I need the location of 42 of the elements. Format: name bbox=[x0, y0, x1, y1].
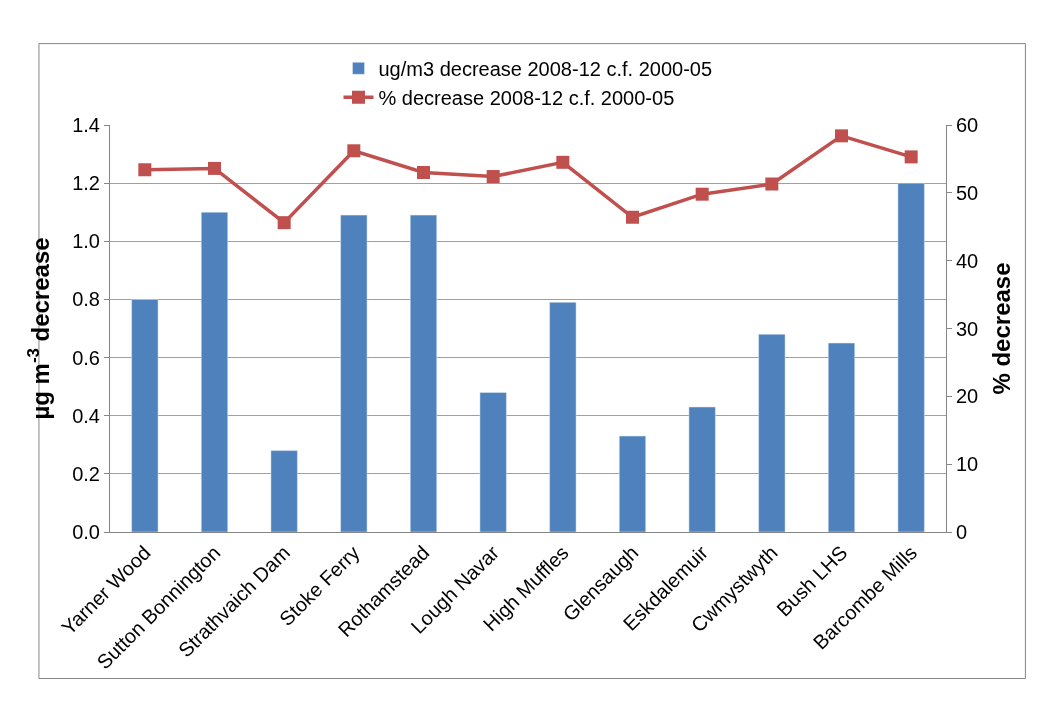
bar bbox=[340, 214, 368, 532]
y2-tick-label: 30 bbox=[956, 317, 979, 340]
bar bbox=[758, 334, 786, 532]
y2-tick-label: 20 bbox=[956, 385, 979, 408]
y-tick-label: 0.2 bbox=[72, 462, 100, 485]
bar bbox=[270, 450, 298, 532]
bar bbox=[619, 435, 646, 532]
y-tick-label: 0.6 bbox=[72, 346, 100, 369]
y-tick-label: 0.8 bbox=[72, 288, 100, 311]
legend-label: % decrease 2008-12 c.f. 2000-05 bbox=[378, 87, 675, 110]
y-tick-label: 1.4 bbox=[72, 114, 100, 136]
y2-tick-label: 40 bbox=[956, 249, 979, 272]
point bbox=[208, 161, 221, 175]
y2-tick-label: 0 bbox=[956, 521, 968, 543]
y-tick-label: 0.0 bbox=[72, 521, 100, 543]
point bbox=[626, 210, 639, 224]
bar bbox=[131, 299, 159, 532]
point bbox=[347, 144, 361, 158]
bar bbox=[549, 302, 577, 532]
y2-axis-title: % decrease bbox=[987, 262, 1015, 395]
bar bbox=[828, 342, 855, 532]
y2-tick-label: 50 bbox=[956, 181, 979, 204]
point bbox=[695, 187, 709, 201]
bar bbox=[688, 406, 716, 532]
y2-tick-label: 10 bbox=[956, 453, 979, 476]
bar bbox=[479, 392, 507, 532]
bar bbox=[897, 182, 925, 532]
y-tick-label: 1.2 bbox=[72, 172, 100, 195]
point bbox=[556, 155, 570, 169]
y2-tick-label: 60 bbox=[956, 114, 979, 136]
legend-label: ug/m3 decrease 2008-12 c.f. 2000-05 bbox=[378, 58, 713, 81]
point bbox=[904, 150, 918, 164]
point bbox=[417, 165, 430, 179]
point bbox=[765, 177, 779, 191]
point bbox=[277, 216, 291, 230]
bar bbox=[410, 214, 437, 532]
y-tick-label: 0.4 bbox=[72, 404, 100, 427]
bar bbox=[201, 211, 228, 532]
point bbox=[138, 163, 152, 177]
point bbox=[486, 170, 500, 184]
point bbox=[835, 129, 848, 143]
y-tick-label: 1.0 bbox=[72, 230, 100, 253]
